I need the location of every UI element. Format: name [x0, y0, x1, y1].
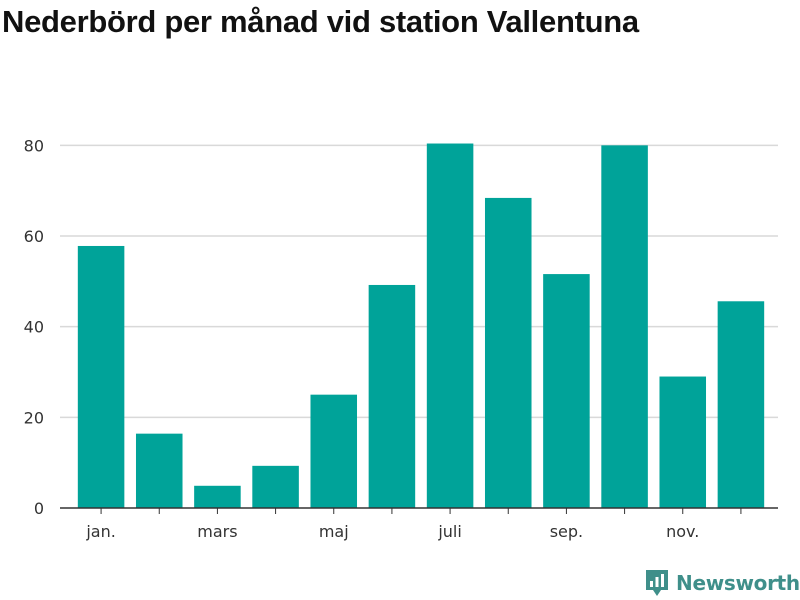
y-tick-label: 60: [24, 227, 44, 246]
bar-maj: [310, 394, 358, 508]
bars: [77, 143, 765, 509]
newsworthy-brand[interactable]: Newsworthy: [644, 568, 800, 598]
x-tick-label: sep.: [550, 522, 583, 541]
y-tick-label: 0: [34, 499, 44, 518]
grid-lines: [60, 144, 778, 419]
bar-juli: [426, 143, 474, 508]
bar-jan: [77, 245, 125, 508]
brand-name: Newsworthy: [676, 571, 800, 595]
bar-sep: [543, 274, 590, 508]
bar-nov: [659, 376, 707, 508]
bar-okt: [601, 145, 648, 509]
x-tick-label: nov.: [666, 522, 699, 541]
x-tick-label: maj: [319, 522, 349, 541]
bar-dec: [717, 301, 765, 508]
y-tick-label: 80: [24, 136, 44, 155]
bar-juni: [368, 284, 416, 508]
y-tick-label: 20: [24, 408, 44, 427]
x-tick-label: mars: [197, 522, 237, 541]
newsworthy-logo-icon: [646, 570, 668, 596]
bar-mars: [194, 485, 241, 508]
x-axis-ticks: jan. mars maj juli sep. nov.: [85, 508, 742, 541]
y-tick-label: 40: [24, 318, 44, 337]
chart-title: Nederbörd per månad vid station Vallentu…: [2, 4, 639, 39]
bar-aug: [484, 197, 532, 509]
y-axis-ticks: 0 20 40 60 80: [24, 136, 44, 518]
bar-apr: [252, 465, 299, 508]
x-tick-label: jan.: [85, 522, 115, 541]
bar-feb: [135, 433, 183, 508]
x-tick-label: juli: [437, 522, 461, 541]
